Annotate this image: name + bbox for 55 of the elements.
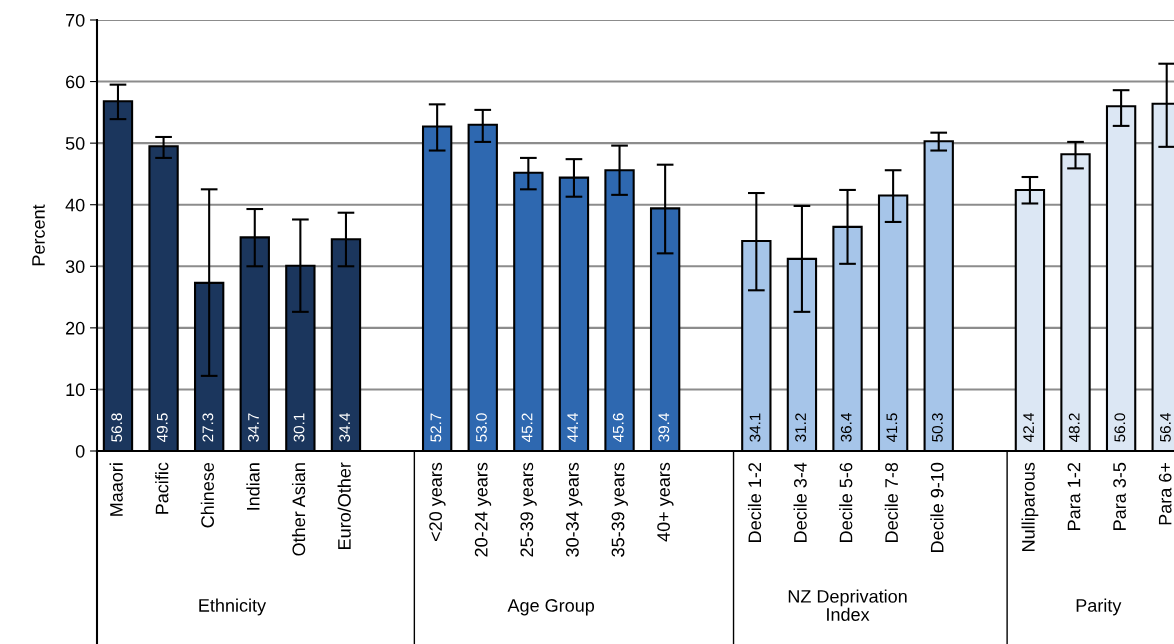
x-tick-label: Decile 7-8 xyxy=(884,462,898,542)
x-tick-label: Euro/Other xyxy=(337,462,351,549)
y-tick-label: 0 xyxy=(75,444,85,458)
data-label: 27.3 xyxy=(202,413,214,442)
y-tick-label: 70 xyxy=(66,13,85,27)
data-label: 44.4 xyxy=(567,413,578,443)
data-label: 49.5 xyxy=(156,413,168,443)
x-tick-label: Chinese xyxy=(200,462,215,528)
data-label: 31.2 xyxy=(795,413,807,442)
data-label: 48.2 xyxy=(1068,413,1080,443)
text: Ethnicity xyxy=(199,598,267,616)
x-tick-label: 40+ years xyxy=(657,462,674,542)
y-axis-title: Percent xyxy=(32,204,45,266)
x-tick-label: Maaori xyxy=(109,463,123,516)
data-label: 45.2 xyxy=(521,413,533,443)
data-label: 36.4 xyxy=(840,413,852,442)
x-tick-label: Indian xyxy=(246,463,260,510)
data-label: 45.6 xyxy=(612,413,624,443)
x-tick-label: 20-24 years xyxy=(474,462,492,557)
data-label: 50.3 xyxy=(932,413,943,442)
x-tick-label: Decile 1-2 xyxy=(747,463,762,542)
y-tick-label: 30 xyxy=(65,260,85,274)
x-tick-label: 30-34 years xyxy=(566,462,583,557)
x-tick-label: Para 3-5 xyxy=(1113,462,1126,530)
data-label: 56.8 xyxy=(111,413,123,442)
y-tick-label: 60 xyxy=(66,75,85,89)
text: NZ Deprivation Index xyxy=(788,589,907,621)
data-label: 34.7 xyxy=(248,413,259,442)
x-tick-label: 35-39 years xyxy=(611,462,628,557)
x-tick-label: Para 1-2 xyxy=(1067,463,1081,530)
y-tick-label: 20 xyxy=(66,321,85,335)
y-tick-label: 50 xyxy=(65,137,85,150)
y-tick-label: 10 xyxy=(66,383,85,397)
x-tick-label: Decile 5-6 xyxy=(839,462,853,542)
data-label: 30.1 xyxy=(293,413,305,442)
y-tick-label: 40 xyxy=(65,198,85,212)
data-label: 53.0 xyxy=(476,413,487,442)
x-tick-label: Pacific xyxy=(155,462,169,514)
data-label: 41.5 xyxy=(886,413,898,443)
x-tick-label: Nulliparous xyxy=(1021,462,1039,551)
data-label: 52.7 xyxy=(430,413,442,442)
x-tick-label: <20 years xyxy=(429,462,446,542)
data-label: 34.4 xyxy=(339,413,351,442)
x-tick-label: 25-39 years xyxy=(520,462,537,557)
data-label: 42.4 xyxy=(1023,413,1034,443)
text: Age Group xyxy=(507,599,595,616)
data-label: 56.4 xyxy=(1159,413,1171,442)
x-tick-label: Decile 9-10 xyxy=(930,462,944,552)
data-label: 34.1 xyxy=(749,413,761,442)
data-label: 39.4 xyxy=(658,413,670,442)
x-tick-label: Decile 3-4 xyxy=(793,462,807,542)
data-label: 56.0 xyxy=(1114,413,1126,442)
text: Parity xyxy=(1076,598,1122,616)
x-tick-label: Other Asian xyxy=(291,463,306,556)
x-tick-label: Para 6+ xyxy=(1158,463,1172,525)
